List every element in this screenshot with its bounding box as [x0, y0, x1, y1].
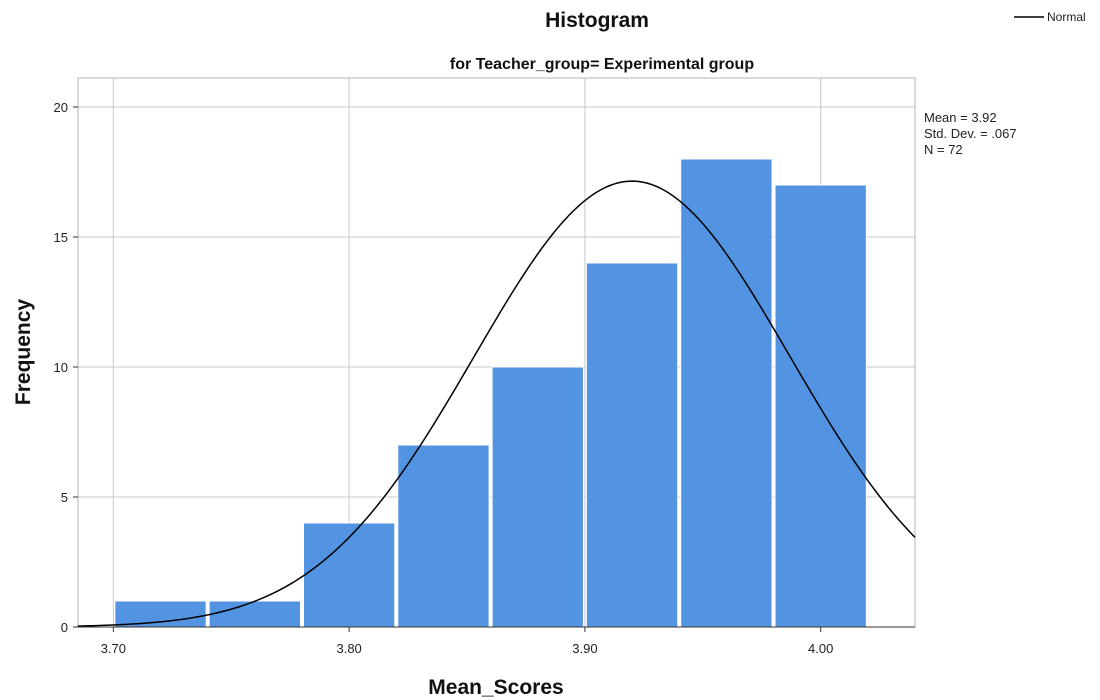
stat-n: N = 72 — [924, 142, 963, 157]
histogram-bar — [774, 184, 867, 628]
histogram-bar — [302, 522, 396, 628]
stats-box: Mean = 3.92 Std. Dev. = .067 N = 72 — [924, 110, 1017, 157]
histogram-bar — [491, 366, 584, 628]
x-axis-label: Mean_Scores — [428, 676, 563, 699]
histogram-bars — [114, 158, 867, 628]
y-tick-label: 15 — [54, 230, 68, 245]
grid-lines — [77, 77, 916, 628]
chart-subtitle: for Teacher_group= Experimental group — [450, 56, 754, 73]
stat-mean: Mean = 3.92 — [924, 110, 997, 125]
x-tick-label: 3.80 — [336, 641, 361, 656]
y-tick-label: 5 — [61, 490, 68, 505]
y-axis-label: Frequency — [12, 299, 35, 406]
legend-label: Normal — [1047, 10, 1086, 24]
chart-title: Histogram — [545, 9, 649, 32]
histogram-bar — [208, 600, 301, 628]
x-tick-label: 3.70 — [101, 641, 126, 656]
y-tick-label: 20 — [54, 100, 68, 115]
normal-curve-line — [77, 180, 916, 627]
y-tick-label: 10 — [54, 360, 68, 375]
legend: Normal — [1014, 10, 1086, 24]
histogram-bar — [114, 600, 207, 628]
y-tick-label: 0 — [61, 620, 68, 635]
axis-ticks: 0 5 10 15 20 3.70 3.80 3.90 4.00 — [54, 100, 915, 656]
histogram-bar — [680, 158, 773, 628]
x-tick-label: 3.90 — [572, 641, 597, 656]
histogram-bar — [397, 444, 490, 628]
stat-std-dev: Std. Dev. = .067 — [924, 126, 1017, 141]
x-tick-label: 4.00 — [808, 641, 833, 656]
histogram-bar — [585, 262, 679, 628]
